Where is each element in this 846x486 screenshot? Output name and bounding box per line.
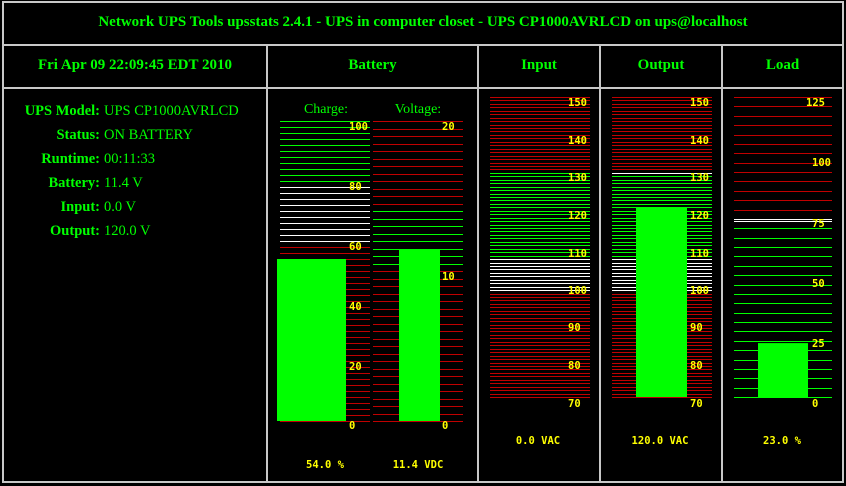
tick-label: 150 <box>568 97 587 109</box>
tick-label: 50 <box>812 278 825 290</box>
tick-label: 80 <box>690 360 703 372</box>
tick-label: 110 <box>568 248 587 260</box>
charge-readout: 54.0 % <box>306 459 344 471</box>
tick-label: 70 <box>568 398 581 410</box>
tick-label: 100 <box>812 157 831 169</box>
voltage-label: Voltage: <box>394 102 442 117</box>
tick-label: 75 <box>812 218 825 230</box>
level-bar <box>636 207 687 397</box>
column-input: Input <box>521 57 557 73</box>
info-key: UPS Model: <box>24 103 100 119</box>
info-key: Output: <box>50 223 100 239</box>
info-value: 0.0 V <box>104 199 136 215</box>
info-key: Status: <box>56 127 100 143</box>
tick-label: 90 <box>568 322 581 334</box>
tick-label: 0 <box>812 398 819 410</box>
tick-label: 130 <box>568 172 587 184</box>
input-readout: 0.0 VAC <box>515 435 561 447</box>
level-bar <box>399 250 440 421</box>
tick-label: 140 <box>690 135 709 147</box>
info-value: 00:11:33 <box>104 151 156 167</box>
tick-label: 130 <box>690 172 709 184</box>
column-battery: Battery <box>348 57 397 73</box>
level-bar <box>758 343 808 397</box>
info-value: ON BATTERY <box>104 127 194 143</box>
tick-label: 40 <box>349 301 362 313</box>
tick-label: 120 <box>568 210 587 222</box>
tick-label: 90 <box>690 322 703 334</box>
tick-label: 110 <box>690 248 709 260</box>
tick-label: 100 <box>690 285 709 297</box>
charge-label: Charge: <box>303 102 349 117</box>
info-value: 120.0 V <box>104 223 151 239</box>
tick-label: 150 <box>690 97 709 109</box>
tick-label: 20 <box>349 361 362 373</box>
tick-label: 120 <box>690 210 709 222</box>
tick-label: 10 <box>442 271 455 283</box>
tick-label: 125 <box>806 97 825 109</box>
tick-label: 0 <box>442 420 449 432</box>
info-value: UPS CP1000AVRLCD <box>104 103 239 119</box>
page-title: Network UPS Tools upsstats 2.4.1 - UPS i… <box>98 14 748 30</box>
tick-label: 80 <box>349 181 362 193</box>
info-key: Battery: <box>48 175 100 191</box>
column-output: Output <box>637 57 685 73</box>
tick-label: 140 <box>568 135 587 147</box>
tick-label: 70 <box>690 398 703 410</box>
tick-label: 100 <box>349 121 368 133</box>
tick-label: 100 <box>568 285 587 297</box>
load-readout: 23.0 % <box>763 435 801 447</box>
voltage-readout: 11.4 VDC <box>392 459 444 471</box>
info-key: Runtime: <box>41 151 100 167</box>
column-load: Load <box>765 57 800 73</box>
datetime: Fri Apr 09 22:09:45 EDT 2010 <box>37 57 233 73</box>
tick-label: 60 <box>349 241 362 253</box>
info-value: 11.4 V <box>104 175 143 191</box>
info-key: Input: <box>60 199 101 215</box>
tick-label: 25 <box>812 338 825 350</box>
tick-label: 20 <box>442 121 455 133</box>
tick-label: 0 <box>349 420 356 432</box>
tick-label: 80 <box>568 360 581 372</box>
output-readout: 120.0 VAC <box>631 435 689 447</box>
level-bar <box>277 259 346 421</box>
